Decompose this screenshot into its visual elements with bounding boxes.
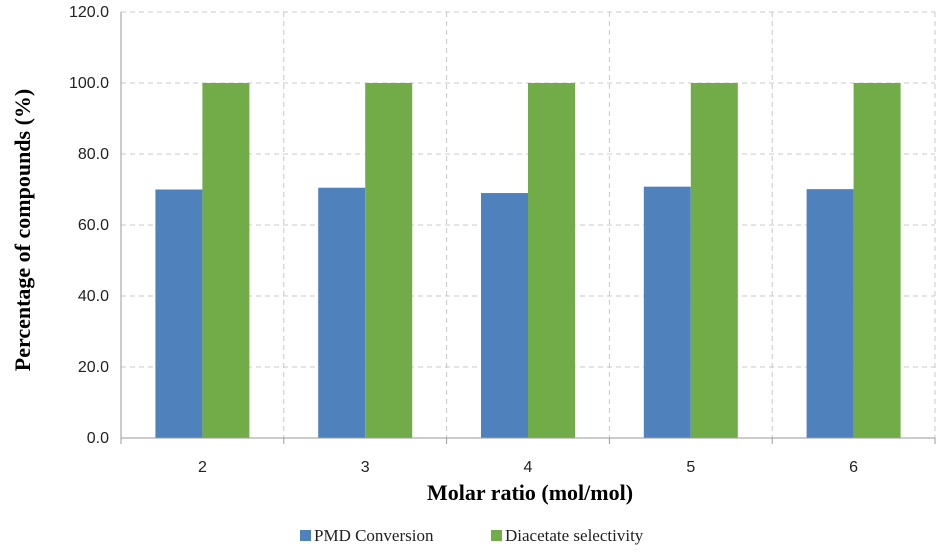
bar-pmd-conversion-3 [318,187,366,438]
legend-entry: PMD Conversion [300,526,434,545]
bar-diacetate-selectivity-4 [528,83,575,438]
x-tick-label: 3 [361,459,370,476]
bar-diacetate-selectivity-3 [365,83,413,438]
y-tick-label: 80.0 [78,146,109,163]
y-tick-labels: 0.0 20.0 40.0 60.0 80.0 100.0 120.0 [69,4,109,447]
bar-diacetate-selectivity-5 [690,83,738,438]
bar-diacetate-selectivity-6 [853,83,901,438]
x-tick-label: 6 [849,459,858,476]
bar-pmd-conversion-2 [155,189,203,438]
bars [155,83,901,438]
legend-label: PMD Conversion [314,526,434,545]
bar-pmd-conversion-5 [643,186,691,438]
legend: PMD Conversion Diacetate selectivity [300,526,644,545]
axes [120,12,936,444]
bar-pmd-conversion-6 [806,189,854,438]
x-axis-title: Molar ratio (mol/mol) [427,480,633,505]
y-tick-label: 20.0 [78,359,109,376]
legend-entry: Diacetate selectivity [491,526,644,545]
y-tick-label: 100.0 [69,75,109,92]
bar-pmd-conversion-4 [481,193,528,438]
y-tick-label: 40.0 [78,288,109,305]
x-tick-labels: 2 3 4 5 6 [198,459,858,476]
legend-swatch [300,530,311,541]
x-tick-label: 2 [198,459,207,476]
y-tick-label: 60.0 [78,217,109,234]
legend-label: Diacetate selectivity [505,526,644,545]
y-tick-label: 120.0 [69,4,109,21]
x-tick-label: 5 [686,459,695,476]
y-tick-label: 0.0 [87,430,109,447]
legend-swatch [491,530,502,541]
bar-diacetate-selectivity-2 [202,83,250,438]
y-axis-title: Percentage of compounds (%) [10,89,35,372]
x-tick-label: 4 [524,459,533,476]
